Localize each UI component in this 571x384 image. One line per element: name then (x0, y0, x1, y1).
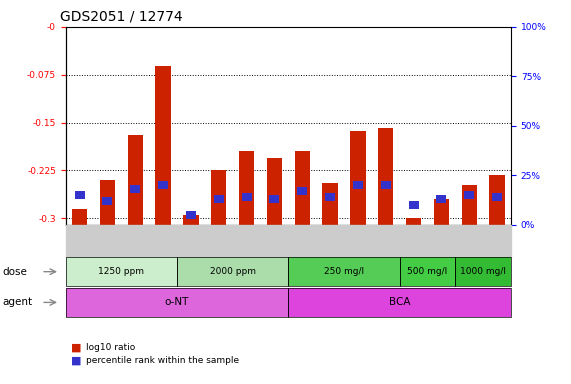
Bar (183, 215, 199, 225)
Bar (130, 185, 140, 193)
Bar (186, 211, 196, 218)
Bar (378, 127, 393, 225)
Bar (409, 201, 419, 209)
Bar (492, 193, 502, 201)
Bar (100, 180, 115, 225)
Text: GDS2051 / 12774: GDS2051 / 12774 (60, 10, 183, 23)
Bar (102, 197, 112, 205)
Bar (127, 135, 143, 225)
Bar (242, 193, 252, 201)
Bar (155, 66, 171, 225)
Bar (325, 193, 335, 201)
Bar (353, 181, 363, 189)
Text: 1250 ppm: 1250 ppm (98, 267, 144, 276)
Text: percentile rank within the sample: percentile rank within the sample (86, 356, 239, 366)
Bar (270, 195, 279, 203)
Bar (381, 181, 391, 189)
Bar (350, 131, 365, 225)
Bar (214, 195, 224, 203)
Text: 500 mg/l: 500 mg/l (408, 267, 448, 276)
Bar (489, 175, 505, 225)
Bar (461, 185, 477, 225)
Text: agent: agent (3, 297, 33, 308)
Text: ■: ■ (71, 343, 82, 353)
Bar (436, 195, 447, 203)
Text: 250 mg/l: 250 mg/l (324, 267, 364, 276)
Bar (295, 151, 310, 225)
Bar (406, 218, 421, 225)
Bar (434, 199, 449, 225)
Text: 1000 mg/l: 1000 mg/l (460, 267, 506, 276)
Text: ■: ■ (71, 356, 82, 366)
Bar (323, 183, 338, 225)
Bar (297, 187, 307, 195)
Bar (75, 191, 85, 199)
Bar (239, 151, 254, 225)
Text: 2000 ppm: 2000 ppm (210, 267, 256, 276)
Text: dose: dose (3, 266, 28, 277)
Bar (211, 170, 227, 225)
Text: BCA: BCA (389, 297, 411, 308)
Bar (464, 191, 475, 199)
Text: log10 ratio: log10 ratio (86, 343, 135, 352)
Bar (158, 181, 168, 189)
Bar (267, 158, 282, 225)
Text: o-NT: o-NT (165, 297, 189, 308)
Bar (72, 209, 87, 225)
